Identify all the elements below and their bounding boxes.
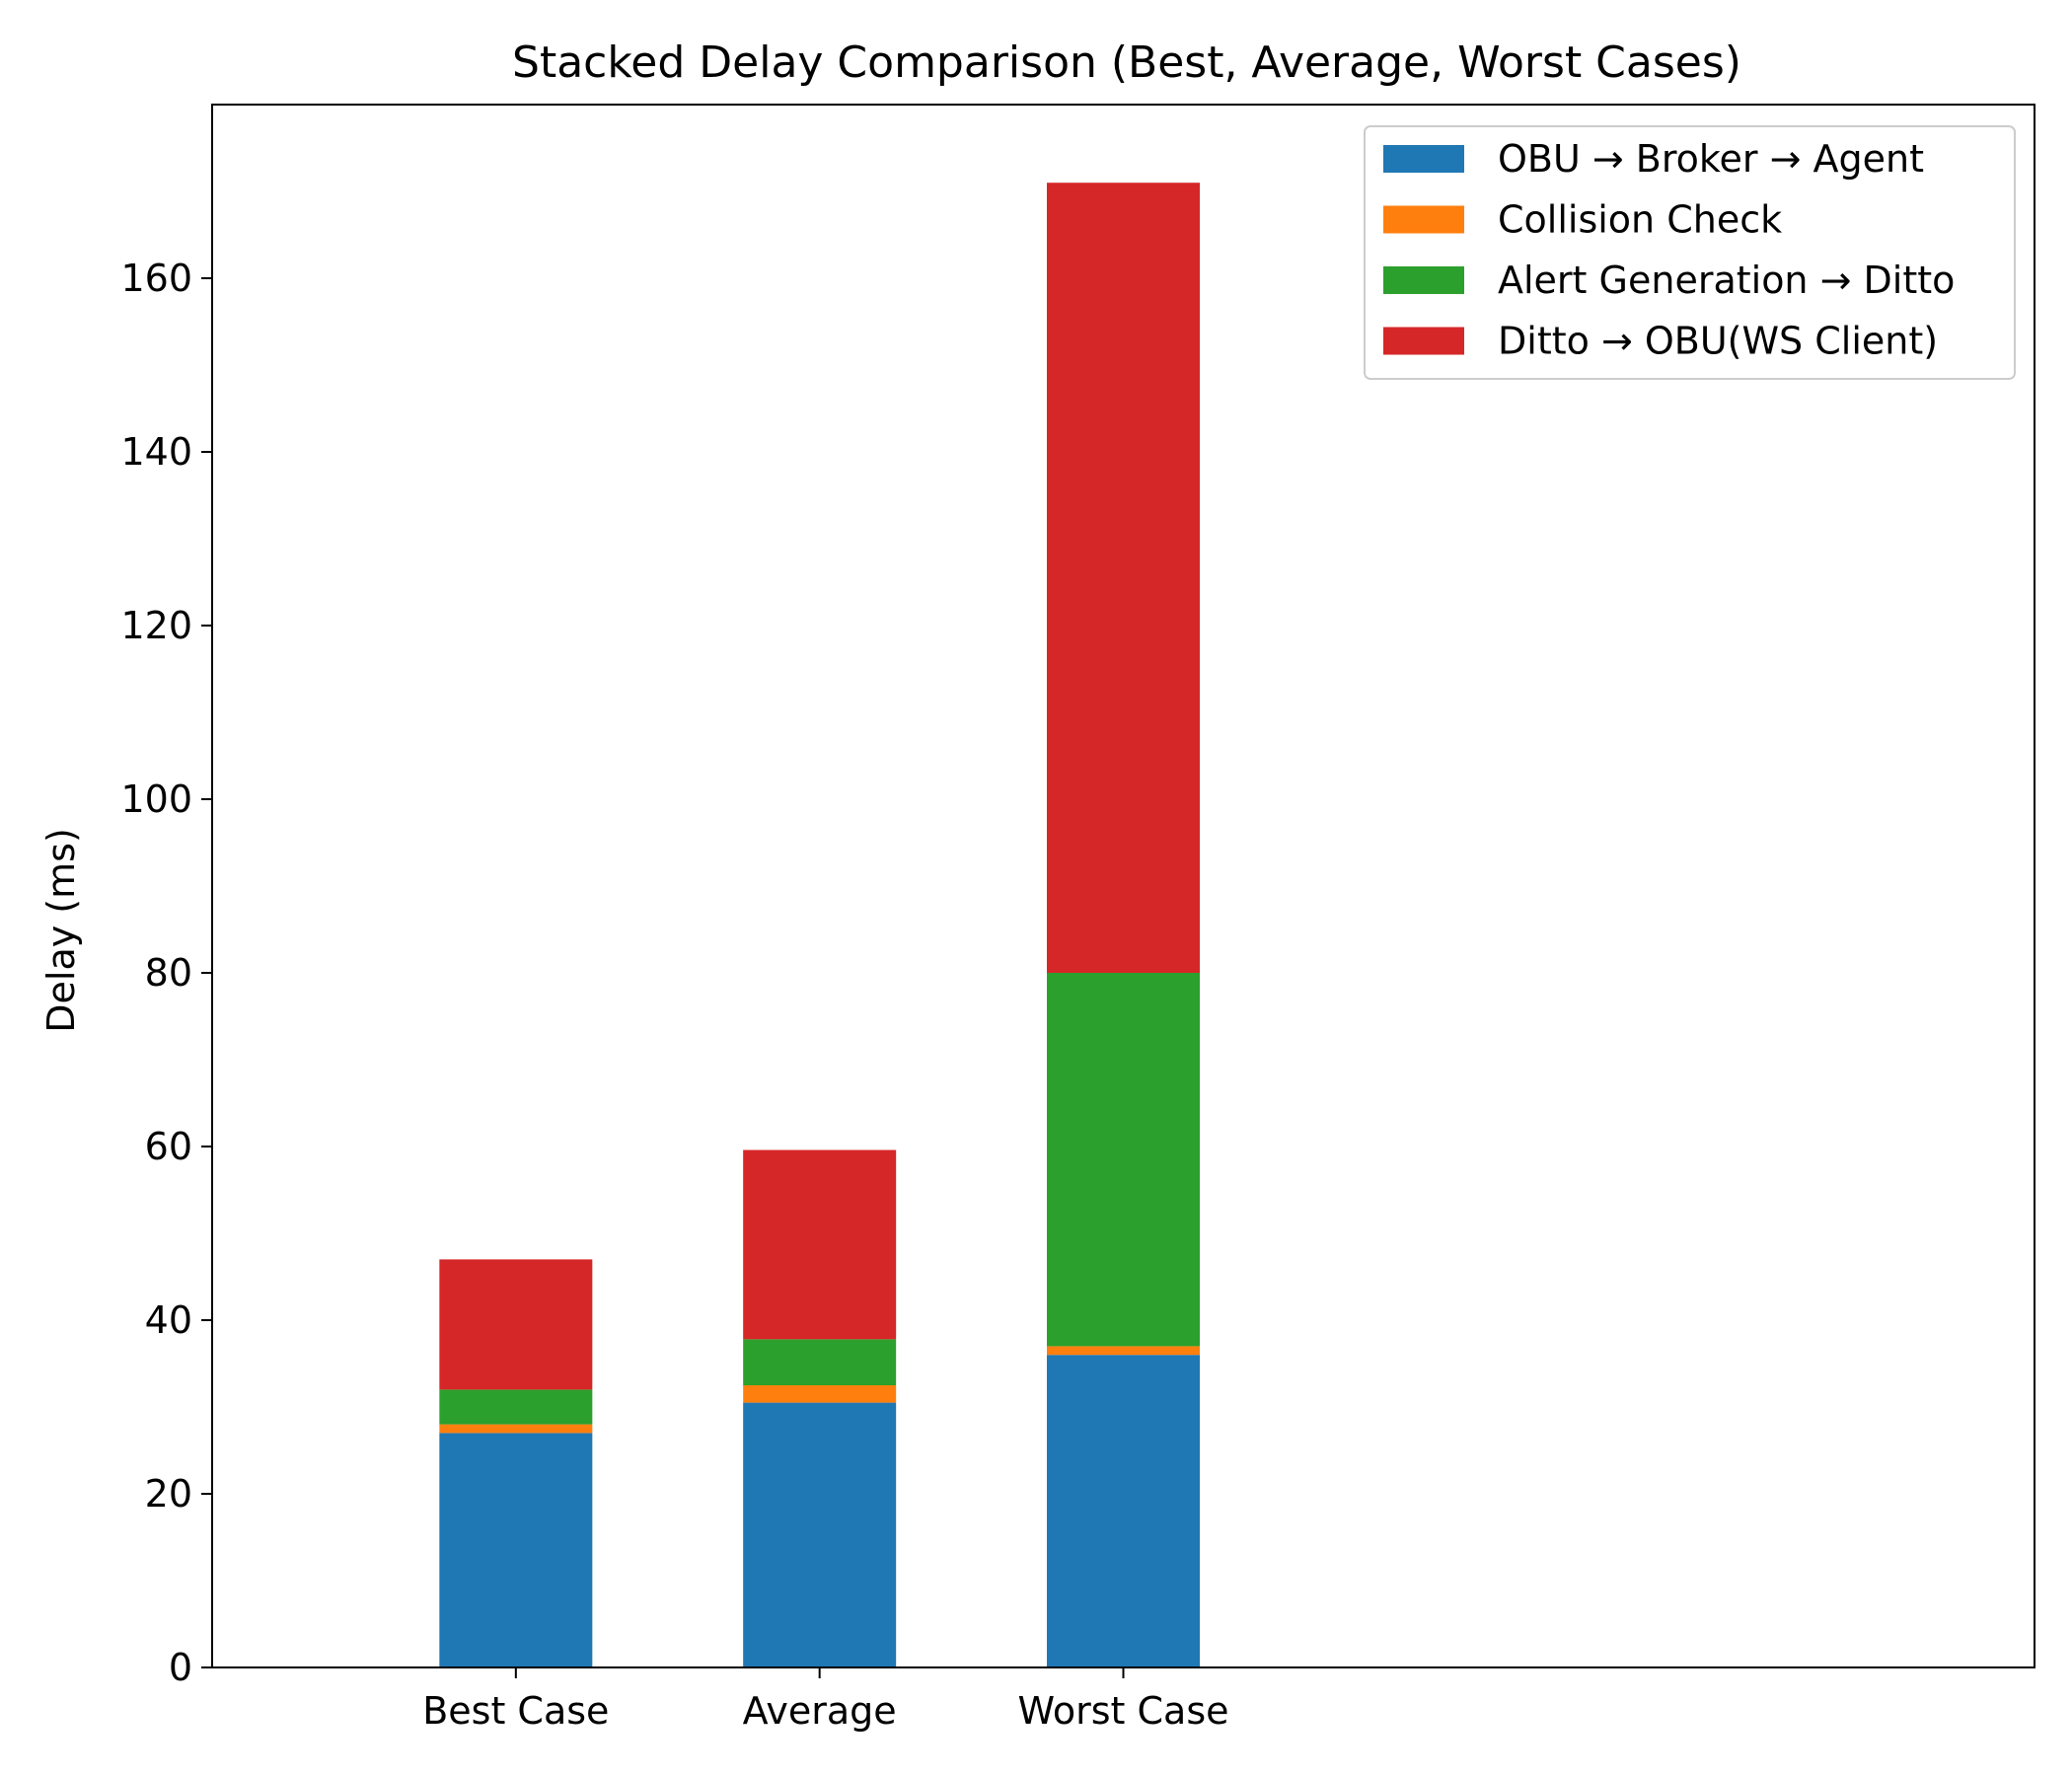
y-tick-label: 20	[145, 1472, 192, 1516]
bar-segment-best-case-series-1	[439, 1433, 593, 1667]
bar-segment-average-series-1	[743, 1402, 897, 1667]
y-tick-label: 160	[120, 257, 192, 300]
bar-segment-worst-case-series-1	[1047, 1355, 1200, 1667]
axes-layer: 0 20 40 60 80 100 120 140 160 Best Case Average Wor…	[120, 104, 2035, 1733]
x-tick-label: Best Case	[422, 1689, 609, 1733]
y-tick-label: 100	[120, 777, 192, 821]
legend-swatch	[1383, 266, 1464, 294]
bar-segment-average-series-2	[743, 1385, 897, 1403]
legend-label: Collision Check	[1498, 198, 1782, 242]
bar-segment-average-series-3	[743, 1339, 897, 1385]
legend-swatch	[1383, 327, 1464, 355]
legend-label: OBU → Broker → Agent	[1498, 137, 1924, 181]
legend-frame	[1364, 125, 2016, 380]
y-tick-label: 0	[169, 1646, 192, 1689]
y-axis-label: Delay (ms)	[39, 828, 83, 1033]
y-tick-label: 140	[120, 430, 192, 474]
legend-label: Ditto → OBU(WS Client)	[1498, 320, 1938, 363]
legend-label: Alert Generation → Ditto	[1498, 259, 1955, 302]
x-tick-label: Average	[743, 1689, 897, 1733]
legend-swatch	[1383, 205, 1464, 234]
bar-segment-best-case-series-2	[439, 1424, 593, 1434]
legend-swatch	[1383, 145, 1464, 173]
y-tick-label: 60	[145, 1125, 192, 1168]
bars-layer	[439, 183, 1200, 1667]
bar-segment-average-series-4	[743, 1149, 897, 1340]
bar-segment-best-case-series-3	[439, 1389, 593, 1425]
bar-segment-best-case-series-4	[439, 1259, 593, 1390]
y-tick-label: 40	[145, 1298, 192, 1342]
x-tick-label: Worst Case	[1018, 1689, 1229, 1733]
bar-segment-worst-case-series-4	[1047, 183, 1200, 973]
y-tick-label: 80	[145, 951, 192, 995]
legend: OBU → Broker → Agent Collision Check Alert…	[1364, 125, 2016, 380]
bar-segment-worst-case-series-2	[1047, 1346, 1200, 1356]
y-tick-label: 120	[120, 604, 192, 647]
chart-title: Stacked Delay Comparison (Best, Average,…	[512, 37, 1741, 88]
bar-segment-worst-case-series-3	[1047, 973, 1200, 1347]
